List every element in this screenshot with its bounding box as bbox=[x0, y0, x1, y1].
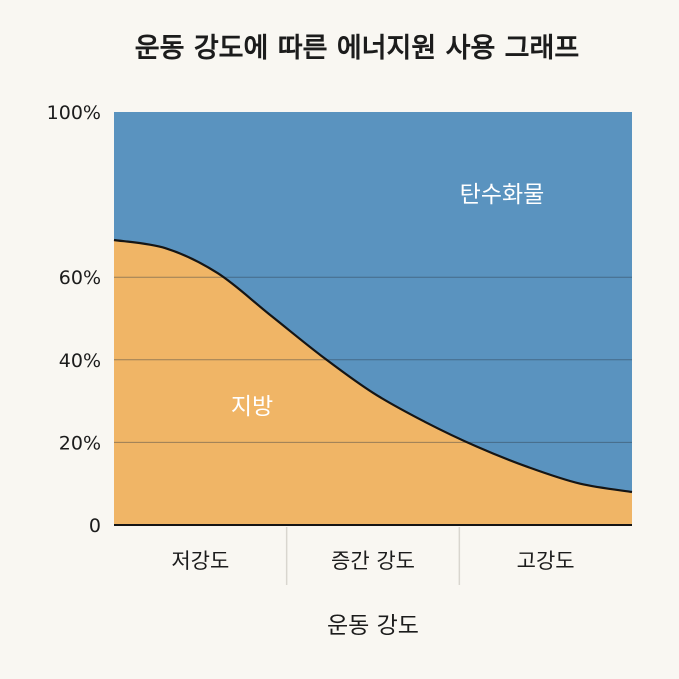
x-axis-label: 운동 강도 bbox=[327, 613, 419, 639]
y-tick-label: 20% bbox=[59, 432, 101, 454]
series-label-fat: 지방 bbox=[231, 394, 273, 420]
category-label: 고강도 bbox=[517, 549, 575, 573]
y-tick-label: 40% bbox=[59, 350, 101, 372]
y-tick-label: 100% bbox=[47, 102, 101, 124]
category-labels: 저강도 증간 강도 고강도 bbox=[171, 549, 574, 573]
series-area-carbohydrate bbox=[114, 112, 632, 492]
y-tick-label: 0 bbox=[89, 515, 101, 537]
category-dividers bbox=[285, 527, 461, 585]
y-tick-labels: 0 20% 40% 60% 100% bbox=[47, 102, 101, 537]
grid-lines bbox=[114, 276, 632, 443]
series-label-carbohydrate: 탄수화물 bbox=[460, 182, 545, 208]
series-area-fat bbox=[114, 240, 632, 525]
series-boundary-line bbox=[113, 238, 633, 494]
chart-title: 운동 강도에 따른 에너지원 사용 그래프 bbox=[135, 33, 579, 64]
category-label: 증간 강도 bbox=[331, 549, 415, 573]
category-label: 저강도 bbox=[171, 549, 229, 573]
y-tick-label: 60% bbox=[59, 267, 101, 289]
